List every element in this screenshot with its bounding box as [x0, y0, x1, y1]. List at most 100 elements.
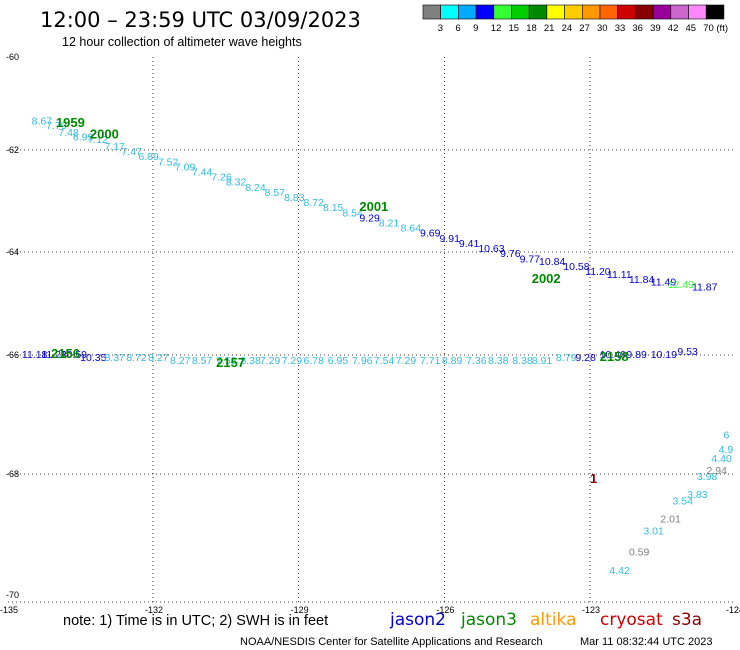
wave-height-value: 8.72: [304, 197, 325, 209]
wave-height-value: 10.40: [600, 349, 626, 361]
wave-height-value: 10.19: [651, 349, 677, 361]
plot-grid: [8, 57, 735, 603]
wave-height-value: 10.58: [563, 261, 589, 273]
colorbar-swatch: [528, 4, 548, 20]
wave-height-value: 11.18: [22, 349, 48, 361]
colorbar-label: 15: [509, 23, 520, 34]
wave-height-value: 8.54: [342, 207, 363, 219]
colorbar-label: 45: [686, 23, 697, 34]
wave-height-value: 7.12: [87, 134, 108, 146]
axis-tick-labels: -60 -62 -64 -66 -68 -70 -135 -132 -129 -126 -123 -1…: [0, 52, 740, 615]
satellite-legend-item: jason3: [460, 610, 517, 630]
wave-height-value: 0.59: [629, 547, 650, 559]
wave-height-value: 8.38: [512, 355, 533, 367]
wave-height-value: 7.96: [352, 355, 373, 367]
satellite-legend: jason2 jason3 altika cryosat s3a: [389, 610, 702, 630]
wave-height-value: 4.9: [719, 444, 734, 456]
wave-height-value: 11.20: [585, 266, 611, 278]
wave-height-value: 3.54: [673, 495, 694, 507]
colorbar-label: 18: [526, 23, 537, 34]
footer-timestamp: Mar 11 08:32:44 UTC 2023: [580, 636, 712, 648]
wave-height-value: 12.49: [668, 279, 694, 291]
pass-time-label: 1959: [56, 115, 85, 130]
wave-height-value: 8.21: [379, 218, 400, 230]
wave-height-value: 8.57: [192, 355, 213, 367]
color-scale-legend: 3 6 9 12 15 18 21 24 27 30 33 36 39 42 45 70 (ft): [422, 4, 728, 34]
colorbar-swatch: [493, 4, 512, 20]
wave-height-value: 8.38: [488, 355, 509, 367]
y-tick-label: -70: [6, 590, 19, 600]
wave-height-value: 8.37: [104, 352, 125, 364]
colorbar-label: 6: [455, 23, 460, 34]
colorbar-label: 36: [632, 23, 643, 34]
colorbar-label: 3: [438, 23, 443, 34]
wave-height-value: 7.29: [282, 355, 303, 367]
wave-height-value: 11.49: [651, 276, 677, 288]
chart-title: 12:00 – 23:59 UTC 03/09/2023: [40, 8, 361, 32]
wave-height-value: 8.83: [284, 192, 305, 204]
colorbar-label: 30: [597, 23, 608, 34]
wave-height-value: 7.52: [158, 156, 179, 168]
colorbar-swatch: [422, 4, 442, 20]
satellite-legend-item: s3a: [672, 610, 702, 630]
wave-height-value: 7.79: [46, 120, 67, 132]
wave-height-value: 6: [724, 429, 730, 441]
colorbar-swatch: [581, 4, 601, 20]
wave-height-value: 8.91: [532, 355, 553, 367]
x-tick-label: -124: [726, 605, 740, 615]
satellite-legend-item: altika: [530, 610, 577, 630]
wave-height-value: 8.27: [148, 352, 169, 364]
wave-height-value: 7.58: [216, 355, 237, 367]
wave-height-value: 2.94: [707, 465, 728, 477]
wave-height-value: 8.64: [401, 223, 422, 235]
pass-time-labels: 1959 2000 2001 2002 2156 2157 2158 1: [51, 115, 629, 486]
pass-time-label: 2002: [532, 271, 561, 286]
wave-height-value: 9.91: [439, 233, 460, 245]
wave-height-value: 2.01: [660, 513, 681, 525]
wave-height-value: 11.84: [629, 274, 655, 286]
wave-height-value: 9.69: [420, 228, 441, 240]
wave-height-value: 7.26: [211, 172, 232, 184]
wave-height-value: 7.54: [374, 355, 395, 367]
colorbar-swatch: [617, 4, 636, 20]
satellite-legend-item: jason2: [389, 610, 446, 630]
x-tick-label: -135: [0, 605, 18, 615]
wave-height-value: 10.35: [80, 352, 106, 364]
wave-height-value: 8.79: [556, 352, 577, 364]
colorbar-swatch: [688, 4, 707, 20]
wave-height-value: 9.28: [575, 352, 596, 364]
wave-height-value: 8.32: [226, 177, 247, 189]
wave-height-value: 3.01: [643, 526, 664, 538]
wave-height-value: 7.48: [58, 127, 79, 139]
y-tick-label: -64: [6, 247, 19, 257]
wave-height-value: 7.47: [121, 146, 142, 158]
x-tick-label: -123: [582, 605, 600, 615]
colorbar-swatch: [599, 4, 619, 20]
colorbar-swatch: [458, 4, 477, 20]
colorbar-swatch: [511, 4, 530, 20]
wave-height-value: 9.77: [520, 253, 541, 265]
colorbar-label: 70 (ft): [703, 23, 728, 34]
footer-credit: NOAA/NESDIS Center for Satellite Applica…: [240, 636, 543, 648]
wave-height-value: 7.36: [466, 355, 487, 367]
chart-subtitle: 12 hour collection of altimeter wave hei…: [62, 35, 302, 49]
wave-height-value: 6.78: [304, 355, 325, 367]
wave-height-value: 9.89: [626, 349, 647, 361]
pass-time-label: 2156: [51, 346, 80, 361]
colorbar-swatch: [635, 4, 654, 20]
wave-height-value: 8.15: [323, 202, 344, 214]
colorbar-swatch: [475, 4, 495, 20]
colorbar-label: 27: [579, 23, 590, 34]
wave-height-value: 9.29: [359, 212, 380, 224]
x-tick-label: -129: [291, 605, 309, 615]
colorbar-swatch: [705, 4, 725, 20]
wave-height-value: 4.40: [711, 453, 732, 465]
pass-time-label: 2001: [359, 199, 388, 214]
wave-height-value: 8.24: [245, 182, 266, 194]
wave-height-value: 7.17: [104, 141, 125, 153]
wave-height-value: 9.76: [500, 248, 521, 260]
footer-note: note: 1) Time is in UTC; 2) SWH is in fe…: [63, 613, 328, 629]
wave-height-value: 4.42: [609, 565, 630, 577]
colorbar-swatch: [652, 4, 672, 20]
